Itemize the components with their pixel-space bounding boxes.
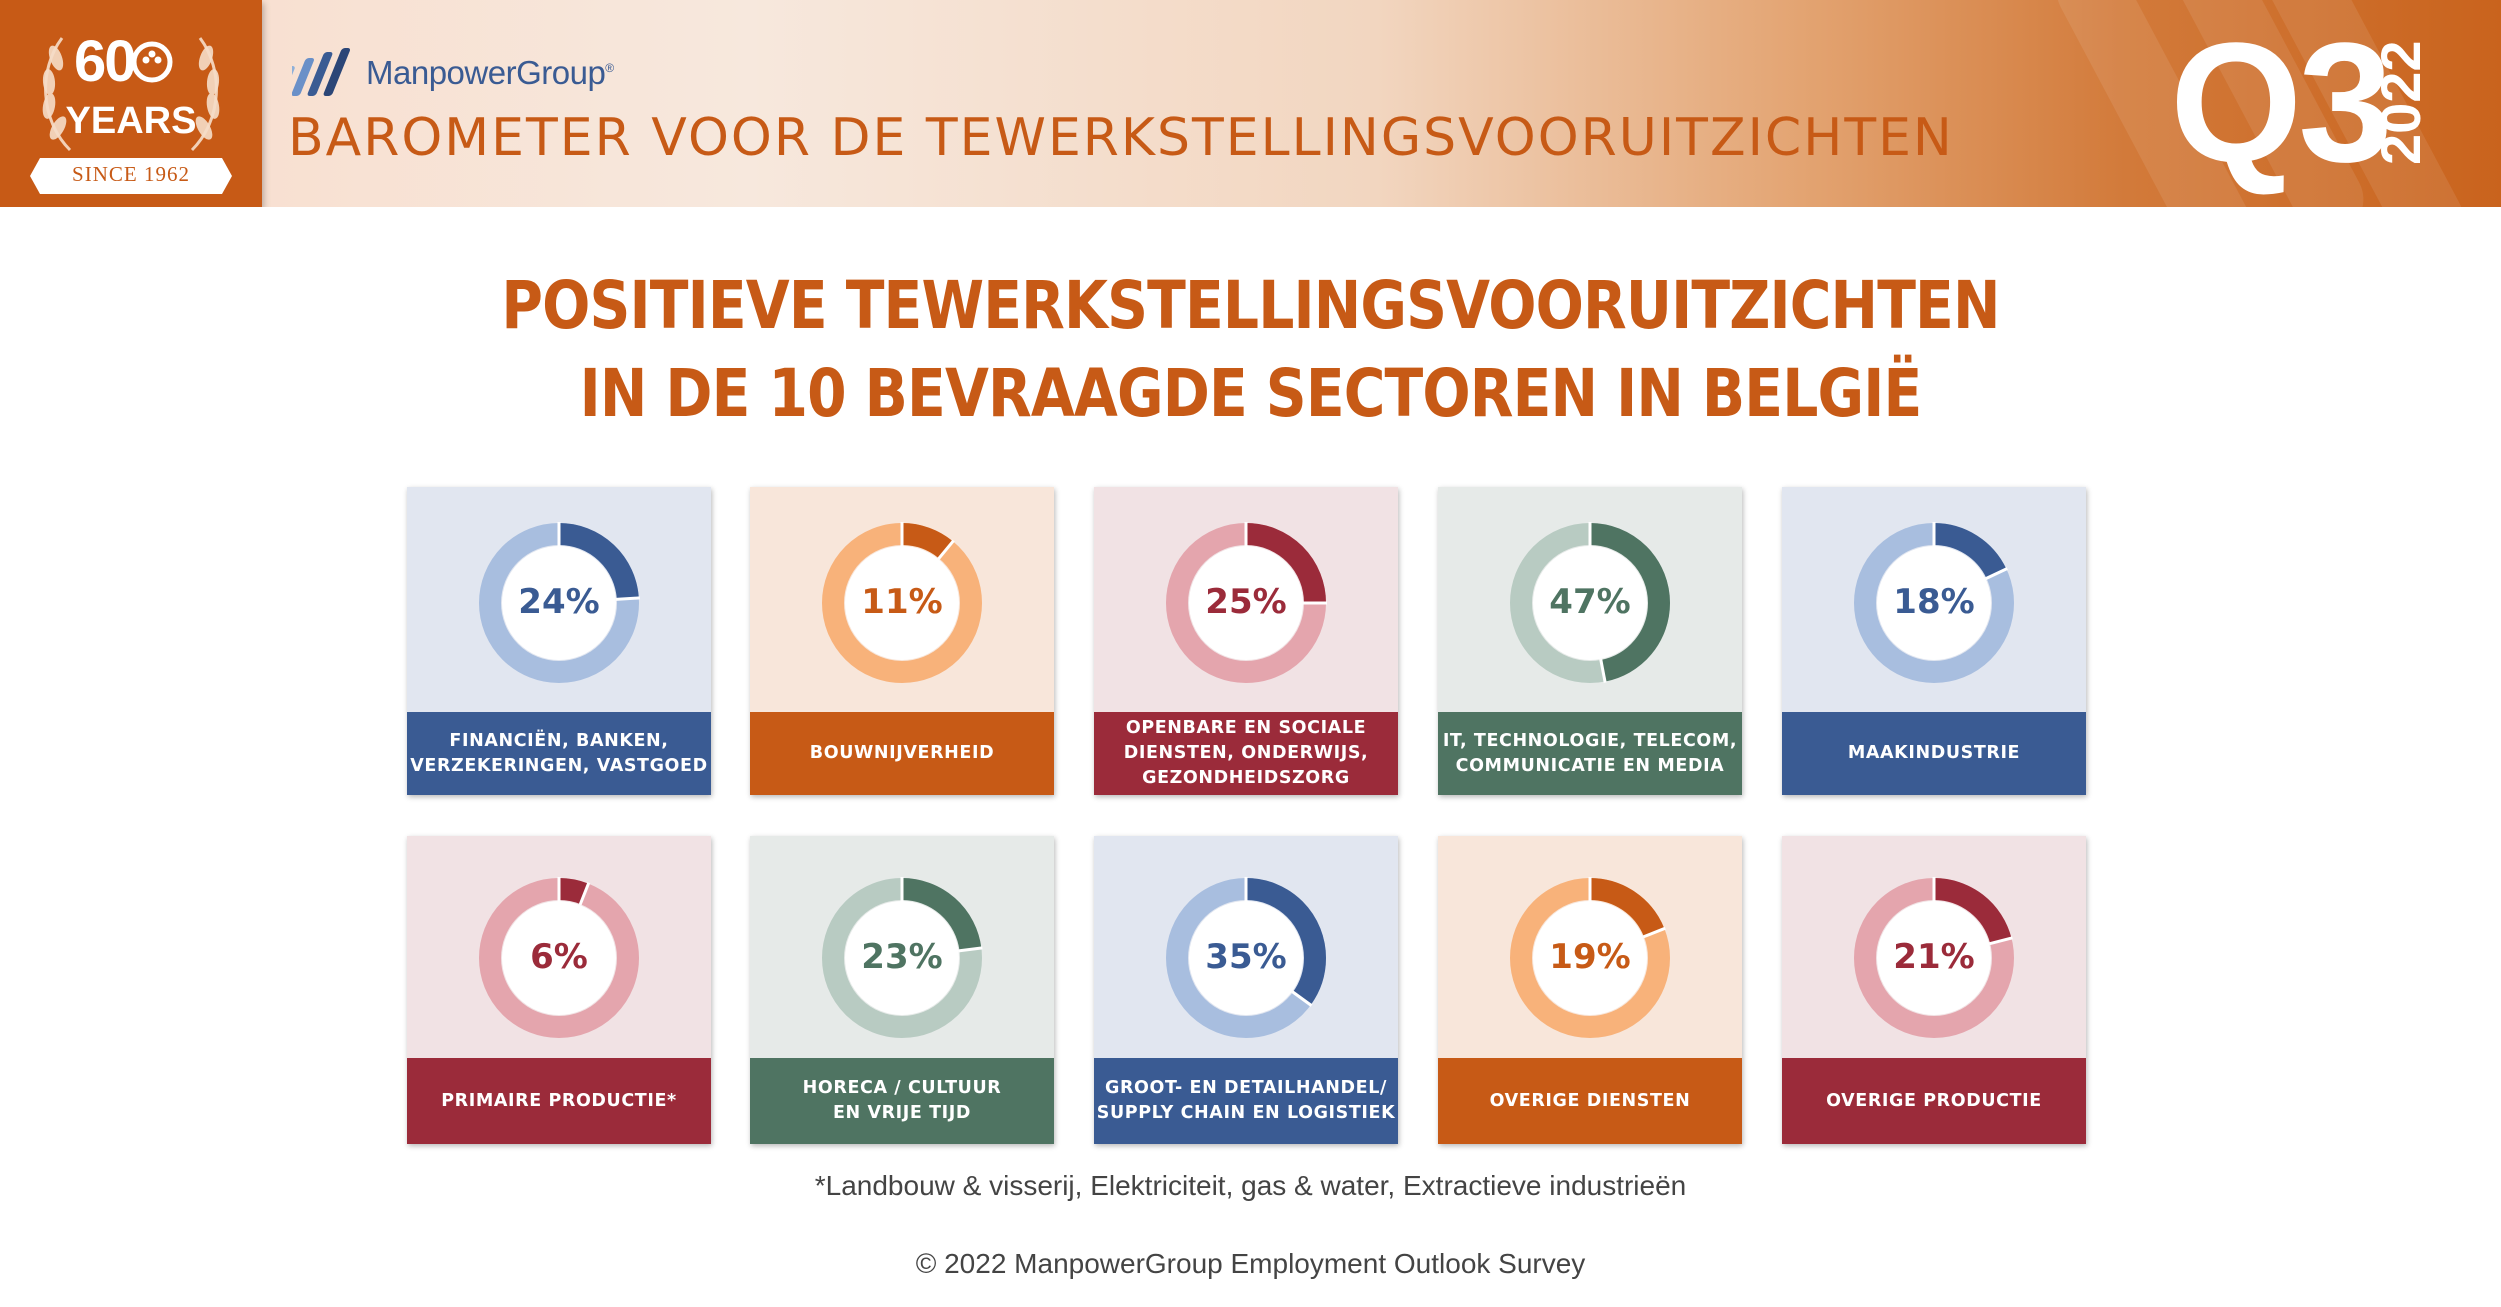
sector-donut xyxy=(479,877,639,1038)
donut-center xyxy=(1533,546,1647,660)
sector-label: BOUWNIJVERHEID xyxy=(750,712,1054,795)
donut-separator xyxy=(578,882,591,906)
year-label: 2022 xyxy=(2369,40,2432,166)
manpowergroup-logo-icon xyxy=(292,48,351,96)
sector-percentage: 6% xyxy=(530,937,588,977)
donut-center xyxy=(1877,901,1991,1015)
sector-card: 21% OVERIGE PRODUCTIE xyxy=(1782,836,2086,1144)
sector-percentage: 11% xyxy=(861,582,943,622)
footnote: *Landbouw & visserij, Elektriciteit, gas… xyxy=(814,1170,1687,1201)
sector-label: MAAKINDUSTRIE xyxy=(1782,712,2086,795)
sector-donut xyxy=(1854,522,2014,683)
donut-separator xyxy=(1599,658,1607,683)
title-line-1: POSITIEVE TEWERKSTELLINGSVOORUITZICHTEN xyxy=(501,267,2000,344)
sector-donut xyxy=(1510,877,1670,1038)
sector-card: 19% OVERIGE DIENSTEN xyxy=(1438,836,1742,1144)
barometer-title: BAROMETER VOOR DE TEWERKSTELLINGSVOORUIT… xyxy=(288,108,1954,168)
badge-number: 60 xyxy=(74,29,136,94)
donut-center xyxy=(1189,546,1303,660)
sector-card: 35% GROOT- EN DETAILHANDEL/ SUPPLY CHAIN … xyxy=(1094,836,1398,1144)
donut-separator xyxy=(1988,936,2013,946)
sector-card: 47% IT, TECHNOLOGIE, TELECOM, COMMUNICATI… xyxy=(1438,487,1742,795)
quarter-label: Q3 xyxy=(2170,8,2393,198)
donut-center xyxy=(502,901,616,1015)
brand-name-text: ManpowerGroup xyxy=(366,54,606,91)
sector-label: PRIMAIRE PRODUCTIE* xyxy=(407,1058,711,1144)
sector-percentage: 23% xyxy=(861,937,943,977)
donut-center xyxy=(1189,901,1303,1015)
header-banner: 60 YEARS SINCE 1962 ManpowerGroup® BAROM… xyxy=(0,0,2501,207)
sector-donut xyxy=(1854,877,2014,1038)
donut-center xyxy=(502,546,616,660)
registered-mark: ® xyxy=(605,61,614,75)
sector-label: OVERIGE PRODUCTIE xyxy=(1782,1058,2086,1144)
page-title: POSITIEVE TEWERKSTELLINGSVOORUITZICHTEN … xyxy=(175,262,2326,438)
donut-separator xyxy=(958,946,983,953)
sector-label: OVERIGE DIENSTEN xyxy=(1438,1058,1742,1144)
anniversary-badge: 60 YEARS SINCE 1962 xyxy=(0,0,262,207)
donut-separator xyxy=(1291,990,1313,1007)
sector-percentage: 19% xyxy=(1549,937,1631,977)
sector-card: 25% OPENBARE EN SOCIALE DIENSTEN, ONDERWI… xyxy=(1094,487,1398,795)
donut-separator xyxy=(615,596,640,601)
sector-donut xyxy=(822,522,982,683)
sector-label: IT, TECHNOLOGIE, TELECOM, COMMUNICATIE E… xyxy=(1438,712,1742,795)
sector-donut xyxy=(1166,522,1327,683)
donut-separator xyxy=(1642,926,1666,939)
sector-label: OPENBARE EN SOCIALE DIENSTEN, ONDERWIJS,… xyxy=(1094,712,1398,795)
sector-donut xyxy=(479,522,640,683)
sector-card: 18% MAAKINDUSTRIE xyxy=(1782,487,2086,795)
sector-donut xyxy=(822,877,983,1038)
sector-percentage: 24% xyxy=(518,582,600,622)
sector-percentage: 35% xyxy=(1205,937,1287,977)
sector-percentage: 21% xyxy=(1893,937,1975,977)
badge-years: YEARS xyxy=(65,100,197,142)
sector-percentage: 18% xyxy=(1893,582,1975,622)
donut-center xyxy=(1533,901,1647,1015)
donut-separator xyxy=(1984,567,2008,581)
donut-center xyxy=(845,546,959,660)
sector-label: FINANCIËN, BANKEN, VERZEKERINGEN, VASTGO… xyxy=(407,712,711,795)
sector-label: HORECA / CULTUUR EN VRIJE TIJD xyxy=(750,1058,1054,1144)
sector-card: 11% BOUWNIJVERHEID xyxy=(750,487,1054,795)
badge-since: SINCE 1962 xyxy=(72,162,190,186)
sector-card: 23% HORECA / CULTUUR EN VRIJE TIJD xyxy=(750,836,1054,1144)
sector-label: GROOT- EN DETAILHANDEL/ SUPPLY CHAIN EN … xyxy=(1094,1058,1398,1144)
brand-name: ManpowerGroup® xyxy=(366,54,614,92)
copyright: © 2022 ManpowerGroup Employment Outlook … xyxy=(915,1248,1586,1279)
sector-donut xyxy=(1510,522,1670,683)
donut-center xyxy=(845,901,959,1015)
sector-card: 6% PRIMAIRE PRODUCTIE* xyxy=(407,836,711,1144)
sector-percentage: 47% xyxy=(1549,582,1631,622)
laurel-wreath-icon xyxy=(30,37,232,194)
sector-percentage: 25% xyxy=(1205,582,1287,622)
sector-donut xyxy=(1166,877,1326,1038)
sector-card: 24% FINANCIËN, BANKEN, VERZEKERINGEN, VAS… xyxy=(407,487,711,795)
donut-separator xyxy=(937,539,955,561)
title-line-2: IN DE 10 BEVRAAGDE SECTOREN IN BELGIË xyxy=(579,355,1923,432)
donut-center xyxy=(1877,546,1991,660)
